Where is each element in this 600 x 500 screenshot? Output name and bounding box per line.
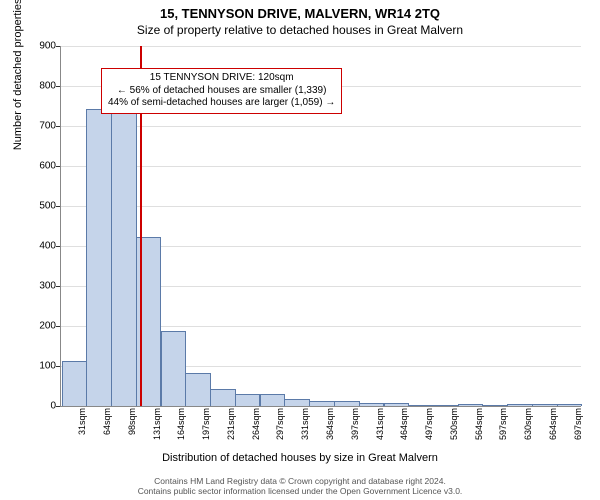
x-axis-label: Distribution of detached houses by size … <box>0 452 600 464</box>
x-tick-label: 364sqm <box>325 408 335 458</box>
x-tick-label: 564sqm <box>474 408 484 458</box>
x-tick-label: 397sqm <box>350 408 360 458</box>
y-tick-label: 900 <box>16 41 56 52</box>
x-tick-label: 431sqm <box>375 408 385 458</box>
x-tick-label: 331sqm <box>300 408 310 458</box>
y-tick-label: 800 <box>16 81 56 92</box>
x-tick-label: 630sqm <box>523 408 533 458</box>
bar <box>483 405 509 406</box>
bar <box>334 401 360 406</box>
x-tick-label: 597sqm <box>498 408 508 458</box>
bar <box>408 405 434 406</box>
bar <box>458 404 484 406</box>
x-tick-label: 497sqm <box>424 408 434 458</box>
chart-container: 15, TENNYSON DRIVE, MALVERN, WR14 2TQ Si… <box>0 0 600 500</box>
x-tick-label: 697sqm <box>573 408 583 458</box>
bar <box>111 107 137 406</box>
bar <box>86 109 112 406</box>
bar <box>161 331 187 406</box>
annotation-line-1: 15 TENNYSON DRIVE: 120sqm <box>108 72 335 85</box>
x-tick-label: 31sqm <box>77 408 87 458</box>
bar <box>309 401 335 406</box>
x-tick-label: 231sqm <box>226 408 236 458</box>
x-tick-label: 530sqm <box>449 408 459 458</box>
x-tick-label: 131sqm <box>152 408 162 458</box>
bar <box>507 404 533 406</box>
bar <box>210 389 236 406</box>
bar <box>359 403 385 406</box>
x-tick-label: 264sqm <box>251 408 261 458</box>
x-tick-label: 98sqm <box>127 408 137 458</box>
x-tick-label: 664sqm <box>548 408 558 458</box>
annotation-box: 15 TENNYSON DRIVE: 120sqm ← 56% of detac… <box>101 68 342 114</box>
x-tick-label: 164sqm <box>176 408 186 458</box>
annotation-line-3: 44% of semi-detached houses are larger (… <box>108 97 335 110</box>
x-tick-label: 64sqm <box>102 408 112 458</box>
bar <box>284 399 310 406</box>
chart-subtitle: Size of property relative to detached ho… <box>0 21 600 41</box>
x-tick-label: 197sqm <box>201 408 211 458</box>
footer: Contains HM Land Registry data © Crown c… <box>0 476 600 496</box>
bar <box>433 405 459 406</box>
bar <box>260 394 286 406</box>
y-tick-label: 200 <box>16 321 56 332</box>
y-tick-label: 400 <box>16 241 56 252</box>
bar <box>384 403 410 406</box>
chart-title: 15, TENNYSON DRIVE, MALVERN, WR14 2TQ <box>0 0 600 21</box>
y-tick-label: 700 <box>16 121 56 132</box>
y-tick-label: 600 <box>16 161 56 172</box>
footer-line-2: Contains public sector information licen… <box>0 486 600 496</box>
x-tick-label: 464sqm <box>399 408 409 458</box>
bar <box>557 404 583 406</box>
y-tick-label: 300 <box>16 281 56 292</box>
bar <box>235 394 261 406</box>
y-tick-label: 100 <box>16 361 56 372</box>
bar <box>532 404 558 406</box>
bar <box>62 361 88 406</box>
y-tick-label: 500 <box>16 201 56 212</box>
footer-line-1: Contains HM Land Registry data © Crown c… <box>0 476 600 486</box>
x-tick-label: 297sqm <box>275 408 285 458</box>
y-tick-label: 0 <box>16 401 56 412</box>
annotation-line-2: ← 56% of detached houses are smaller (1,… <box>108 85 335 98</box>
plot-area: 15 TENNYSON DRIVE: 120sqm ← 56% of detac… <box>60 46 581 407</box>
bar <box>185 373 211 406</box>
